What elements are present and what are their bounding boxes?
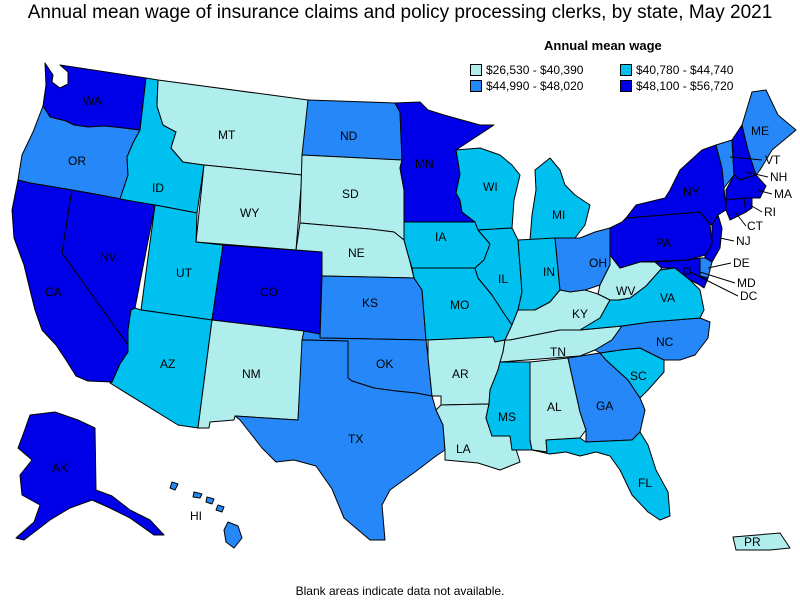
leader-line	[719, 237, 735, 242]
state-label-pa: PA	[656, 236, 671, 250]
legend-label-bin-2: $40,780 - $44,740	[636, 63, 734, 77]
state-hi-shape	[169, 481, 243, 549]
state-label-de: DE	[733, 256, 750, 270]
state-label-sd: SD	[342, 187, 359, 201]
state-label-wy: WY	[240, 206, 259, 220]
state-fl-shape	[531, 431, 671, 521]
state-label-pr: PR	[744, 535, 761, 549]
state-ct-shape	[725, 197, 747, 221]
state-label-wi: WI	[483, 180, 498, 194]
legend-item-bin-2: $40,780 - $44,740	[620, 63, 770, 77]
state-label-il: IL	[498, 272, 508, 286]
state-ak-shape	[15, 411, 165, 541]
legend: Annual mean wage $26,530 - $40,390 $40,7…	[470, 38, 800, 93]
state-label-ks: KS	[362, 296, 378, 310]
state-label-me: ME	[751, 124, 769, 138]
state-tx-shape	[234, 339, 446, 541]
state-label-mo: MO	[450, 298, 469, 312]
state-label-nv: NV	[100, 250, 117, 264]
footnote: Blank areas indicate data not available.	[295, 584, 505, 598]
state-label-ri: RI	[764, 205, 776, 219]
state-ri-shape	[743, 197, 753, 213]
legend-label-bin-3: $44,990 - $48,020	[486, 79, 584, 93]
legend-item-bin-3: $44,990 - $48,020	[470, 79, 620, 93]
state-mi-shape	[529, 157, 591, 241]
state-pr-shape	[732, 532, 791, 551]
state-me-shape	[741, 89, 797, 176]
state-label-id: ID	[152, 181, 164, 195]
state-label-ma: MA	[774, 187, 792, 201]
state-label-mt: MT	[218, 128, 236, 142]
state-ny-shape	[625, 144, 727, 226]
leader-line	[689, 271, 739, 297]
legend-label-bin-4: $48,100 - $56,720	[636, 79, 734, 93]
state-label-nh: NH	[770, 170, 787, 184]
state-label-ak: AK	[52, 461, 68, 475]
state-label-hi: HI	[190, 509, 202, 523]
state-label-nc: NC	[656, 335, 674, 349]
leader-line	[756, 189, 773, 195]
state-label-mn: MN	[415, 157, 434, 171]
legend-swatch-bin-2	[620, 64, 632, 76]
state-label-dc: DC	[740, 289, 758, 303]
leader-line	[699, 271, 736, 284]
state-label-ga: GA	[596, 399, 613, 413]
legend-label-bin-1: $26,530 - $40,390	[486, 63, 584, 77]
state-label-va: VA	[660, 291, 675, 305]
state-label-ok: OK	[376, 357, 393, 371]
state-ma-shape	[725, 174, 767, 201]
state-label-nm: NM	[242, 367, 261, 381]
state-label-al: AL	[547, 400, 562, 414]
leader-line	[749, 204, 763, 213]
state-label-co: CO	[260, 285, 278, 299]
legend-item-bin-1: $26,530 - $40,390	[470, 63, 620, 77]
leader-line	[745, 171, 769, 178]
state-label-ky: KY	[572, 307, 588, 321]
legend-title: Annual mean wage	[544, 38, 662, 53]
state-label-fl: FL	[638, 476, 652, 490]
state-label-oh: OH	[589, 256, 607, 270]
leader-line	[734, 211, 747, 227]
state-label-nj: NJ	[736, 234, 751, 248]
state-label-tn: TN	[550, 345, 566, 359]
legend-swatch-bin-4	[620, 80, 632, 92]
state-label-ne: NE	[348, 246, 365, 260]
state-label-mi: MI	[552, 208, 565, 222]
state-label-sc: SC	[630, 369, 647, 383]
map-title: Annual mean wage of insurance claims and…	[27, 2, 773, 23]
state-label-wa: WA	[83, 94, 102, 108]
state-label-md: MD	[737, 276, 756, 290]
state-label-la: LA	[456, 442, 471, 456]
state-ms-shape	[485, 361, 533, 451]
state-label-ms: MS	[498, 410, 516, 424]
state-label-ut: UT	[176, 266, 193, 280]
state-dc-shape	[683, 267, 691, 275]
state-label-ca: CA	[45, 285, 62, 299]
legend-swatch-bin-1	[470, 64, 482, 76]
legend-swatch-bin-3	[470, 80, 482, 92]
state-md-shape	[654, 257, 709, 289]
state-label-vt: VT	[765, 153, 781, 167]
state-vt-shape	[715, 139, 735, 189]
leader-line	[729, 156, 763, 161]
state-label-ar: AR	[452, 367, 469, 381]
state-label-or: OR	[68, 154, 86, 168]
state-label-ia: IA	[435, 230, 446, 244]
state-label-ny: NY	[683, 185, 700, 199]
state-label-in: IN	[543, 265, 555, 279]
legend-item-bin-4: $48,100 - $56,720	[620, 79, 770, 93]
state-label-wv: WV	[616, 284, 635, 298]
state-label-ct: CT	[747, 219, 764, 233]
state-label-nd: ND	[340, 129, 358, 143]
leader-line	[707, 262, 732, 269]
state-label-az: AZ	[160, 357, 175, 371]
state-label-tx: TX	[348, 432, 363, 446]
